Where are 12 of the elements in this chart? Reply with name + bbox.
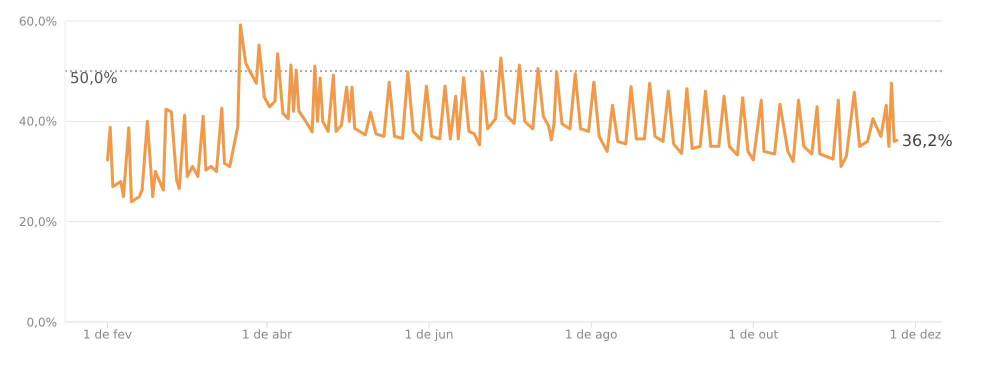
y-tick-label: 60,0% [18,14,57,28]
y-tick-label: 40,0% [18,114,57,129]
ref-line-label: 50,0% [70,68,118,87]
x-tick-label: 1 de abr [242,328,292,342]
annotation: 36,2% [902,131,953,150]
y-tick-label: 0,0% [26,315,57,330]
x-tick-label: 1 de out [728,328,779,342]
y-tick-label: 20,0% [18,214,57,229]
x-tick-label: 1 de dez [890,328,942,342]
x-tick-label: 1 de fev [83,328,132,342]
x-tick-label: 1 de ago [564,328,618,342]
x-tick-label: 1 de jun [404,328,454,342]
